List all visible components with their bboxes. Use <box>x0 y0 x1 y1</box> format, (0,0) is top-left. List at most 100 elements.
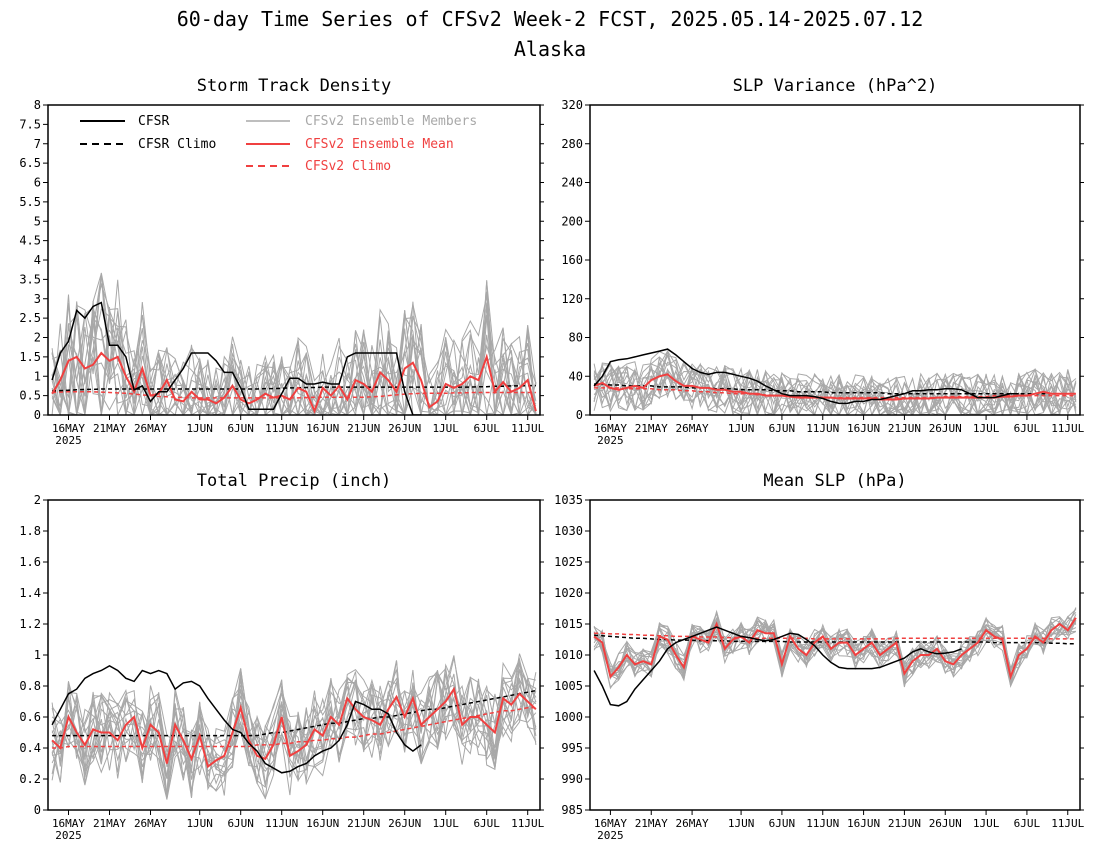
cfsv2-climo-line <box>594 632 1076 640</box>
y-tick-label: 1.4 <box>19 586 41 600</box>
cfsr-line <box>51 301 422 415</box>
x-tick-label: 26MAY <box>676 422 709 435</box>
y-tick-label: 280 <box>561 137 583 151</box>
y-tick-label: 80 <box>569 331 583 345</box>
y-tick-label: 7.5 <box>19 117 41 131</box>
panel-title: Total Precip (inch) <box>197 471 391 491</box>
legend-label-cfsv2-climo: CFSv2 Climo <box>305 159 391 174</box>
y-tick-label: 4 <box>34 253 41 267</box>
ensemble-member-line <box>51 279 537 415</box>
x-year-label: 2025 <box>597 829 624 842</box>
cfsr-line <box>593 626 962 707</box>
y-tick-label: 995 <box>561 741 583 755</box>
ensemble-member-line <box>594 365 1077 415</box>
y-tick-label: 0.4 <box>19 741 41 755</box>
ensemble-member-line <box>51 670 537 799</box>
x-tick-label: 21MAY <box>93 817 126 830</box>
x-tick-label: 26MAY <box>134 817 167 830</box>
ensemble-member-line <box>51 291 537 415</box>
x-tick-label: 21JUN <box>347 817 380 830</box>
cfsv2-climo-line <box>52 706 536 749</box>
x-tick-label: 1JUL <box>432 817 459 830</box>
y-tick-label: 160 <box>561 253 583 267</box>
figure-title: 60-day Time Series of CFSv2 Week-2 FCST,… <box>177 7 924 31</box>
y-tick-label: 40 <box>569 369 583 383</box>
x-tick-label: 21MAY <box>635 817 668 830</box>
ensemble-member-line <box>593 357 1077 415</box>
panels: Storm Track Density 0 0.5 1 1.5 2 2.5 3 3.5 4 4.5 5… <box>19 76 1084 842</box>
y-tick-label: 0 <box>34 408 41 422</box>
legend-label-cfsr: CFSR <box>138 114 169 129</box>
legend: CFSR CFSR Climo CFSv2 Ensemble Members C… <box>80 114 477 174</box>
y-tick-label: 0.8 <box>19 679 41 693</box>
legend-label-ens-members: CFSv2 Ensemble Members <box>305 114 477 129</box>
panel-4: Mean SLP (hPa) 985 990 995 1000 1005 1010 1015 1… <box>554 471 1085 842</box>
y-tick-label: 1.8 <box>19 524 41 538</box>
x-tick-label: 1JUN <box>186 422 213 435</box>
y-tick-label: 8 <box>34 98 41 112</box>
panel-2: SLP Variance (hPa^2) 0 40 80 120 160 200 240 280… <box>561 76 1084 447</box>
y-tick-label: 1.2 <box>19 617 41 631</box>
plot-frame <box>589 104 1081 416</box>
x-year-label: 2025 <box>597 434 624 447</box>
y-tick-label: 120 <box>561 292 583 306</box>
legend-label-ens-mean: CFSv2 Ensemble Mean <box>305 137 454 152</box>
x-year-label: 2025 <box>55 434 82 447</box>
x-tick-label: 21JUN <box>888 817 921 830</box>
y-tick-label: 5.5 <box>19 195 41 209</box>
panel-1: Storm Track Density 0 0.5 1 1.5 2 2.5 3 3.5 4 4.5 5… <box>19 76 544 447</box>
x-tick-label: 16MAY <box>52 817 85 830</box>
plot-area <box>593 348 1077 415</box>
x-tick-label: 1JUL <box>973 817 1000 830</box>
y-tick-label: 1000 <box>554 710 583 724</box>
ensemble-member-line <box>593 619 1077 680</box>
x-tick-label: 16JUN <box>306 817 339 830</box>
x-tick-label: 21MAY <box>93 422 126 435</box>
cfsv2-climo-line <box>52 391 536 399</box>
y-tick-label: 200 <box>561 214 583 228</box>
x-tick-label: 6JUL <box>473 817 500 830</box>
panel-title: Storm Track Density <box>197 76 391 96</box>
x-tick-label: 6JUN <box>769 422 796 435</box>
y-tick-label: 1015 <box>554 617 583 631</box>
y-tick-label: 320 <box>561 98 583 112</box>
x-tick-label: 6JUN <box>227 422 254 435</box>
x-tick-label: 6JUN <box>227 817 254 830</box>
ensemble-member-line <box>51 657 537 799</box>
x-tick-label: 16MAY <box>52 422 85 435</box>
y-tick-label: 2.5 <box>19 311 41 325</box>
x-tick-label: 6JUL <box>473 422 500 435</box>
y-tick-label: 2 <box>34 493 41 507</box>
x-tick-label: 11JUN <box>265 817 298 830</box>
y-tick-label: 0 <box>576 408 583 422</box>
x-tick-label: 1JUL <box>973 422 1000 435</box>
x-tick-label: 26MAY <box>134 422 167 435</box>
x-tick-label: 11JUL <box>511 422 544 435</box>
x-tick-label: 16JUN <box>847 422 880 435</box>
x-tick-label: 16MAY <box>594 817 627 830</box>
y-tick-label: 990 <box>561 772 583 786</box>
ensemble-mean-line <box>593 617 1077 681</box>
legend-label-cfsr-climo: CFSR Climo <box>138 137 216 152</box>
y-tick-label: 1030 <box>554 524 583 538</box>
y-tick-label: 0.2 <box>19 772 41 786</box>
x-tick-label: 26JUN <box>929 422 962 435</box>
plot-frame <box>589 499 1081 811</box>
ensemble-member-line <box>593 361 1077 415</box>
panel-title: SLP Variance (hPa^2) <box>733 76 938 96</box>
y-tick-label: 1 <box>34 648 41 662</box>
x-tick-label: 26JUN <box>388 422 421 435</box>
ensemble-member-line <box>51 310 537 415</box>
ensemble-member-line <box>593 363 1077 415</box>
x-tick-label: 16JUN <box>847 817 880 830</box>
x-tick-label: 26JUN <box>388 817 421 830</box>
x-tick-label: 11JUN <box>265 422 298 435</box>
plot-area <box>51 272 537 415</box>
y-tick-label: 5 <box>34 214 41 228</box>
y-tick-label: 1.5 <box>19 350 41 364</box>
y-tick-label: 1 <box>34 369 41 383</box>
y-tick-label: 0.5 <box>19 389 41 403</box>
x-tick-label: 21JUN <box>347 422 380 435</box>
x-tick-label: 21JUN <box>888 422 921 435</box>
